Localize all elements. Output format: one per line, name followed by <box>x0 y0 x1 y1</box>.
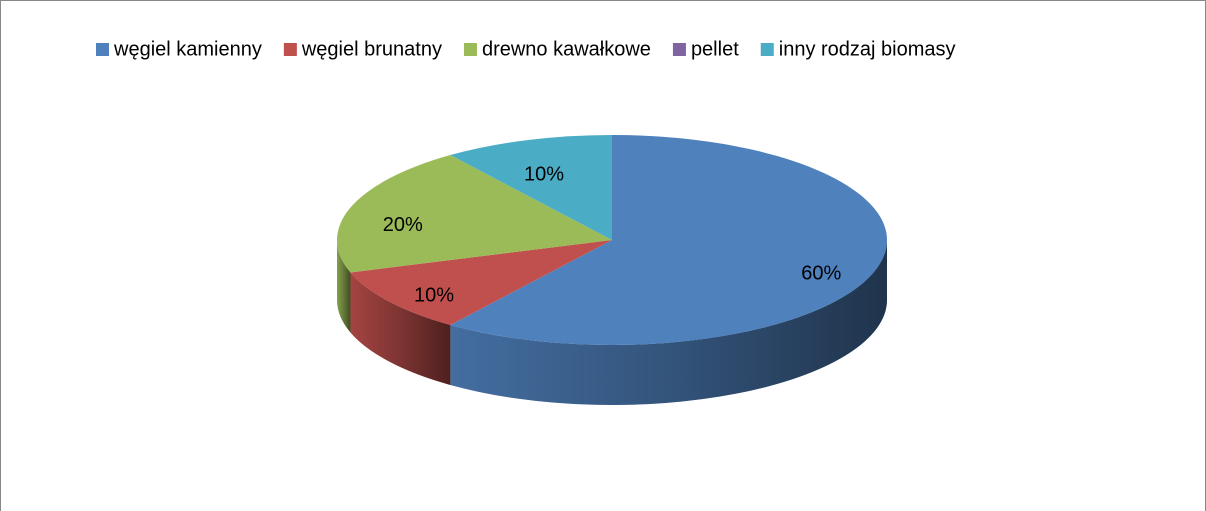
data-label: 10% <box>524 163 564 185</box>
slice-side-shade <box>450 240 887 405</box>
legend-marker <box>760 43 774 56</box>
legend-marker <box>463 43 477 56</box>
data-label: 10% <box>414 285 454 307</box>
slice-side-shade <box>337 240 351 333</box>
data-label: 60% <box>801 263 841 285</box>
legend-label: drewno kawałkowe <box>482 38 651 60</box>
slice <box>337 155 612 273</box>
legend-label: węgiel kamienny <box>113 38 262 60</box>
slice <box>350 240 612 325</box>
legend-marker <box>672 43 686 56</box>
slice-side-shade <box>350 272 451 385</box>
legend-marker <box>96 43 109 56</box>
legend-label: węgiel brunatny <box>301 38 442 60</box>
data-label: 20% <box>383 214 423 236</box>
slice <box>450 135 887 346</box>
legend-label: pellet <box>691 38 739 60</box>
legend-marker <box>283 43 297 56</box>
legend-label: inny rodzaj biomasy <box>779 38 956 60</box>
slice <box>450 135 612 240</box>
